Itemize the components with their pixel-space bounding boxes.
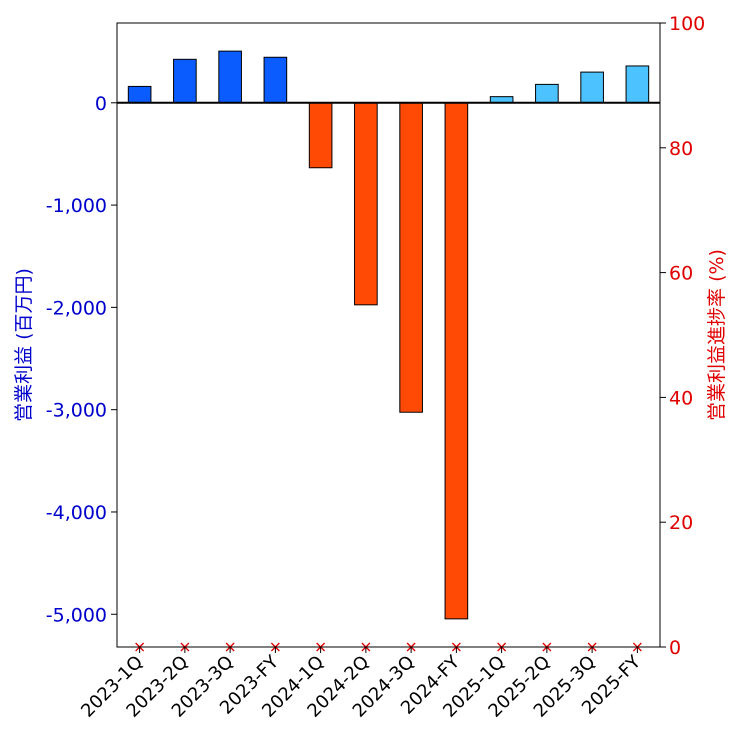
- right-tick-label: 0: [669, 637, 681, 659]
- left-tick-label: -1,000: [46, 195, 107, 217]
- right-tick-label: 100: [669, 13, 705, 35]
- bar-2023-3Q: [218, 50, 242, 104]
- right-tick-label: 80: [669, 138, 693, 160]
- right-y-axis: 0 20 40 60 80 100: [660, 13, 705, 659]
- bar-2024-2Q: [354, 102, 378, 306]
- bar-2025-3Q: [580, 71, 604, 104]
- bars-group: [127, 50, 650, 620]
- bar-2025-2Q: [535, 83, 559, 104]
- right-tick-label: 20: [669, 512, 693, 534]
- right-tick-label: 40: [669, 387, 693, 409]
- left-axis-title: 営業利益 (百万円): [13, 268, 35, 422]
- left-tick-label: 0: [95, 93, 107, 115]
- left-tick-label: -5,000: [46, 604, 107, 626]
- left-tick-label: -2,000: [46, 297, 107, 319]
- plot-frame: [116, 22, 661, 648]
- bar-2023-1Q: [127, 85, 152, 104]
- right-tick-label: 60: [669, 263, 693, 285]
- bar-2025-FY: [625, 65, 650, 104]
- left-y-axis: 0 -1,000 -2,000 -3,000 -4,000 -5,000: [46, 93, 117, 626]
- left-tick-label: -3,000: [46, 400, 107, 422]
- bar-2024-FY: [444, 102, 469, 620]
- bar-2024-3Q: [399, 102, 423, 413]
- bar-2023-FY: [263, 56, 288, 104]
- right-axis-title: 営業利益進捗率 (%): [706, 249, 728, 421]
- bar-2023-2Q: [173, 58, 197, 104]
- bar-2024-1Q: [308, 102, 333, 169]
- x-axis: 2023-1Q2023-2Q2023-3Q2023-FY2024-1Q2024-…: [77, 647, 646, 722]
- left-tick-label: -4,000: [46, 502, 107, 524]
